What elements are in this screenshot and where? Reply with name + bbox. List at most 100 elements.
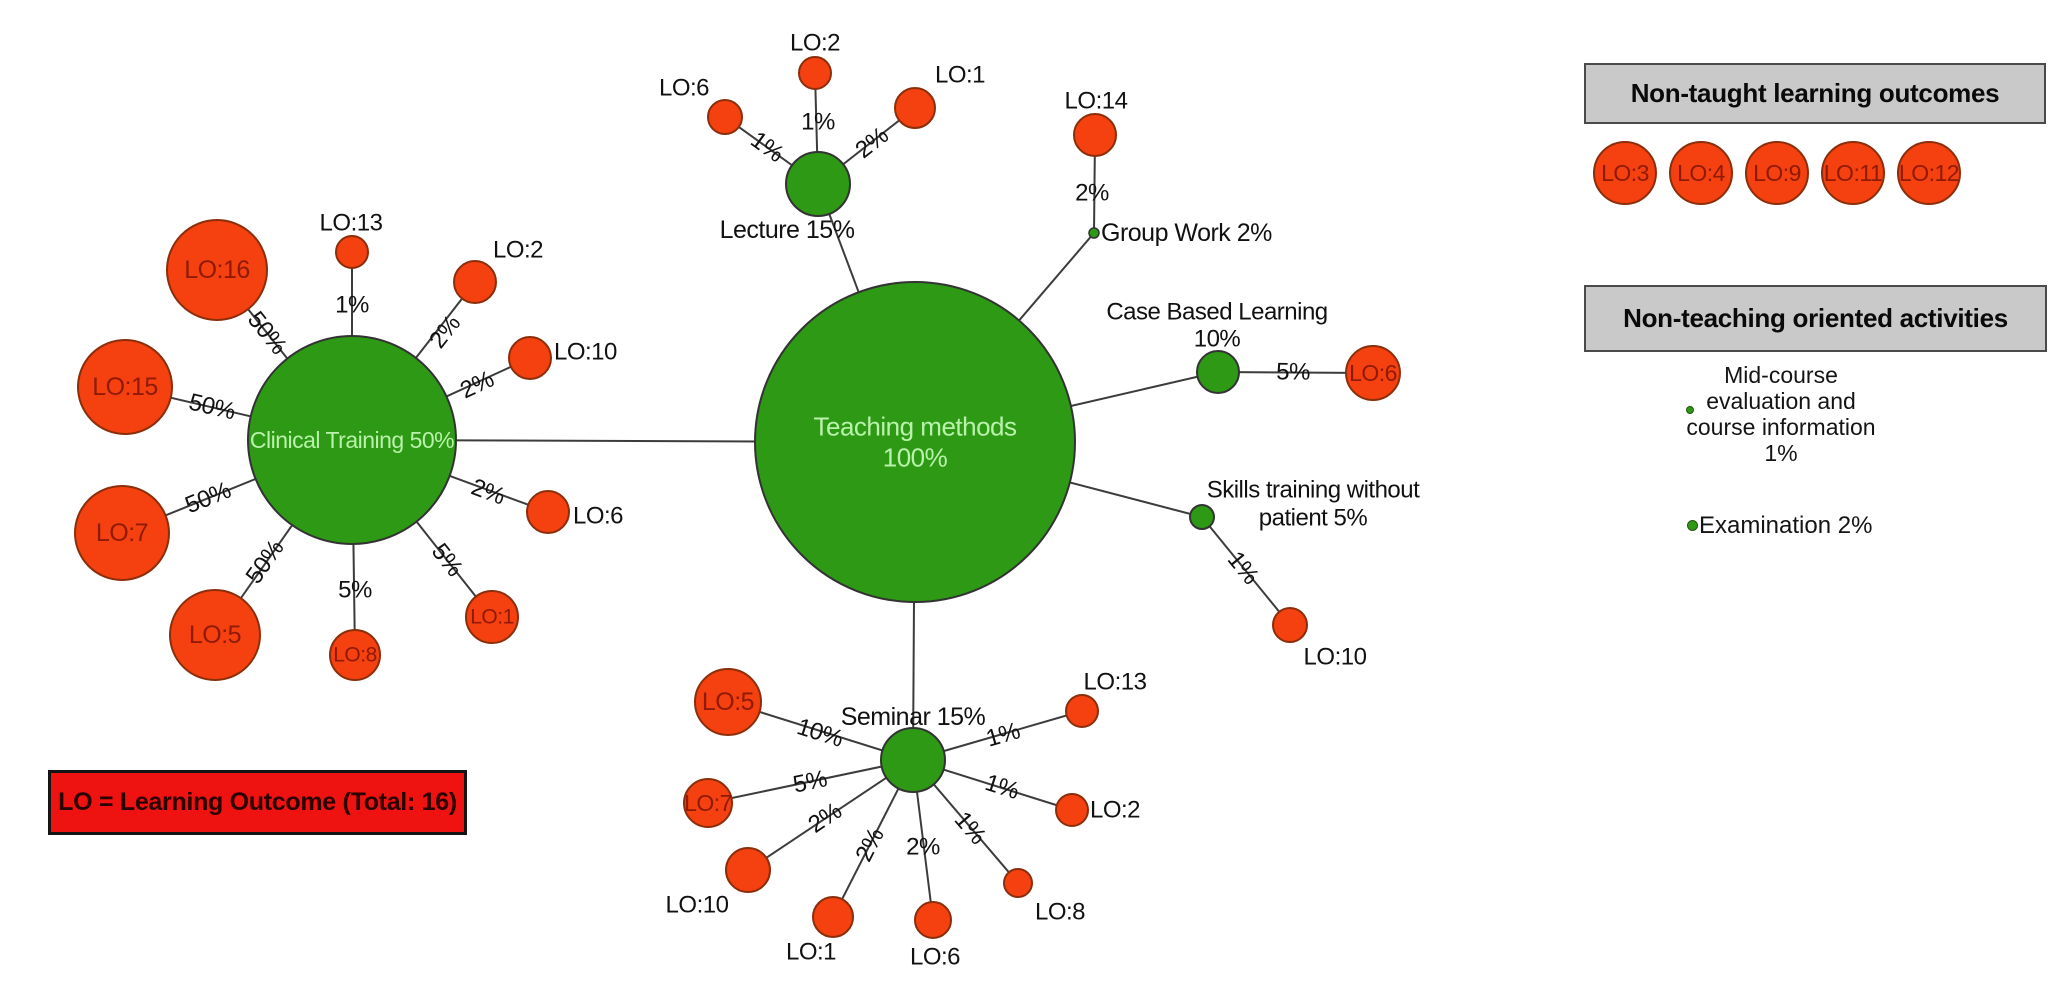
edge-label-seminar-s13: 1% <box>983 717 1023 752</box>
node-label-teaching: Teaching methods <box>813 412 1017 442</box>
node-label-s13: LO:13 <box>1084 669 1147 696</box>
node-label-lecture: Lecture 15% <box>720 216 855 244</box>
node-label-c6: LO:6 <box>573 503 623 530</box>
node-s7 <box>683 778 733 828</box>
node-l1 <box>894 87 936 129</box>
node-cb6 <box>1345 345 1401 401</box>
node-l6 <box>707 99 743 135</box>
node-c5 <box>169 589 261 681</box>
edge-label-clinical-c8: 5% <box>338 577 372 604</box>
non-taught-outcome-bubble: LO:3 <box>1593 141 1657 205</box>
edge-label-clinical-c13: 1% <box>335 292 369 319</box>
non-taught-outcome-bubble: LO:11 <box>1821 141 1885 205</box>
non-taught-panel-title: Non-taught learning outcomes <box>1584 63 2046 124</box>
non-taught-outcome-bubble: LO:12 <box>1897 141 1961 205</box>
node-c2 <box>453 260 497 304</box>
edge-skills-sk10 <box>1201 516 1291 626</box>
node-label-c15: LO:15 <box>92 373 158 401</box>
node-c6 <box>526 490 570 534</box>
edge-label-seminar-s1: 2% <box>850 824 889 866</box>
node-label-s10: LO:10 <box>666 892 729 919</box>
edge-seminar-s7 <box>707 759 914 804</box>
edge-label-lecture-l2: 1% <box>801 109 835 136</box>
node-s1 <box>812 896 854 938</box>
node-groupwork <box>1088 227 1100 239</box>
edge-label-cbl-cb6: 5% <box>1276 358 1310 385</box>
node-cbl <box>1196 350 1240 394</box>
non-taught-outcome-bubble: LO:4 <box>1669 141 1733 205</box>
node-label-l2: LO:2 <box>790 30 840 57</box>
node-teaching <box>754 281 1076 603</box>
edge-seminar-s10 <box>747 759 914 871</box>
activity-midcourse-line: evaluation and <box>1706 388 1856 414</box>
node-c1 <box>465 590 519 644</box>
node-clinical <box>247 335 457 545</box>
node-sk10 <box>1272 607 1308 643</box>
node-label-c10: LO:10 <box>554 339 617 366</box>
node-l2 <box>798 56 832 90</box>
node-s10 <box>725 847 771 893</box>
edge-label-seminar-s6: 2% <box>906 834 940 861</box>
node-label-clinical: Clinical Training 50% <box>250 427 454 453</box>
node-label-c8: LO:8 <box>333 644 377 667</box>
node-s13 <box>1065 694 1099 728</box>
edge-label-lecture-l1: 2% <box>850 122 893 164</box>
node-c15 <box>77 339 173 435</box>
activity-midcourse-line: course information <box>1686 414 1876 440</box>
non-taught-outcomes-row: LO:3 LO:4 LO:9 LO:11 LO:12 <box>1593 141 1961 205</box>
node-label-sk10: LO:10 <box>1304 644 1367 671</box>
node-g14 <box>1073 113 1117 157</box>
node-label-s2: LO:2 <box>1090 797 1140 824</box>
non-teaching-panel-title: Non-teaching oriented activities <box>1584 285 2047 352</box>
node-s5 <box>694 668 762 736</box>
edge-label-clinical-c15: 50% <box>186 389 238 426</box>
node-seminar <box>880 727 946 793</box>
midcourse-dot-icon <box>1686 406 1694 414</box>
activity-midcourse-line: Mid-course <box>1724 362 1838 388</box>
edge-label-clinical-c16: 50% <box>242 306 292 359</box>
node-label-l1: LO:1 <box>935 62 985 89</box>
node-label-skills: Skills training without <box>1207 477 1420 504</box>
node-label-c1: LO:1 <box>470 606 514 629</box>
node-label-s1: LO:1 <box>786 939 836 966</box>
edge-label-clinical-c2: 2% <box>424 310 466 353</box>
node-label-l6: LO:6 <box>659 75 709 102</box>
node-label-cbl: Case Based Learning <box>1106 299 1327 326</box>
node-label-groupwork: Group Work 2% <box>1101 219 1272 247</box>
node-label-c13: LO:13 <box>320 210 383 237</box>
node-lecture <box>785 151 851 217</box>
node-c8 <box>329 629 381 681</box>
node-label-c5: LO:5 <box>189 621 241 649</box>
activity-midcourse-line: 1% <box>1764 440 1798 466</box>
node-c13 <box>335 235 369 269</box>
activity-midcourse-label: Mid-course evaluation and course informa… <box>1661 362 1901 466</box>
examination-dot-icon <box>1687 520 1698 531</box>
node-label-s8: LO:8 <box>1035 899 1085 926</box>
node-s6 <box>914 901 952 939</box>
node-label-c16: LO:16 <box>184 256 250 284</box>
node-label-s6: LO:6 <box>910 944 960 971</box>
edge-label-lecture-l6: 1% <box>745 126 788 168</box>
edge-label-seminar-s2: 1% <box>982 769 1022 805</box>
edge-label-clinical-c5: 50% <box>241 535 290 589</box>
node-label-seminar: Seminar 15% <box>841 703 986 731</box>
edge-label-seminar-s10: 2% <box>803 797 846 838</box>
activity-examination-label: Examination 2% <box>1699 512 1873 539</box>
node-skills <box>1189 504 1215 530</box>
non-taught-outcome-bubble: LO:9 <box>1745 141 1809 205</box>
edge-label-clinical-c1: 5% <box>426 538 468 581</box>
edge-label-groupwork-g14: 2% <box>1075 180 1109 207</box>
node-label-teaching: 100% <box>883 443 948 473</box>
edge-label-skills-sk10: 1% <box>1222 546 1264 589</box>
node-s8 <box>1003 868 1033 898</box>
node-c7 <box>74 485 170 581</box>
node-label-c7: LO:7 <box>96 519 148 547</box>
edge-label-clinical-c10: 2% <box>456 366 498 405</box>
edge-label-clinical-c6: 2% <box>468 474 509 511</box>
node-label-skills: patient 5% <box>1259 505 1368 532</box>
node-label-cbl: 10% <box>1194 326 1241 353</box>
node-label-s7: LO:7 <box>684 790 732 816</box>
node-c10 <box>508 336 552 380</box>
